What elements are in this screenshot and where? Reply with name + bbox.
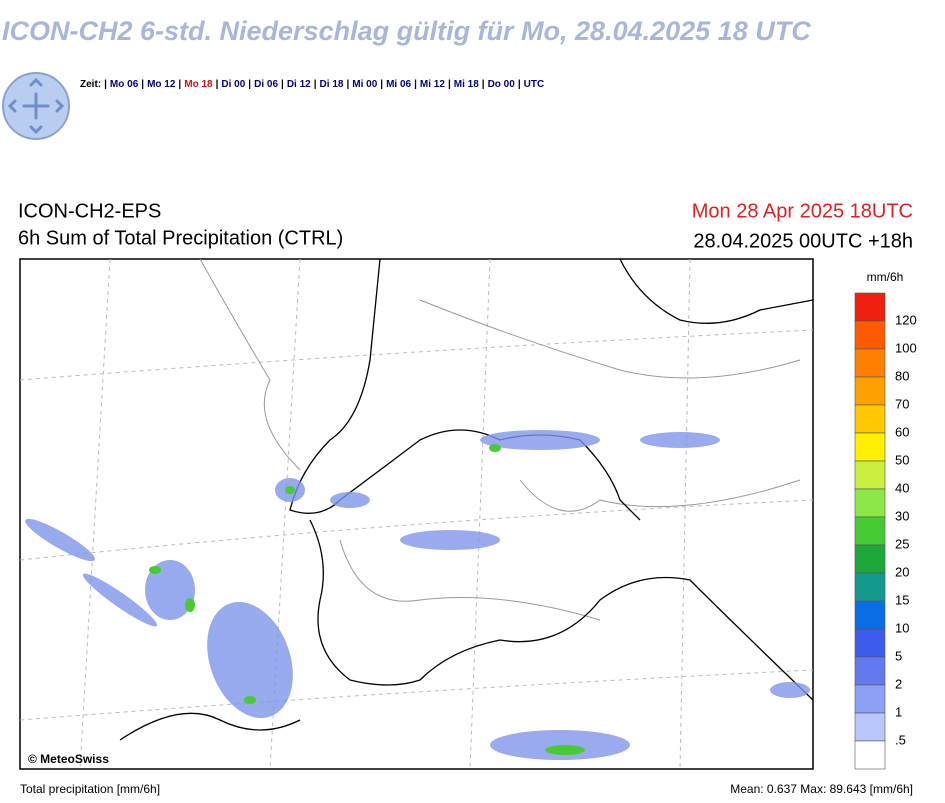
time-link[interactable]: Di 00 bbox=[221, 79, 246, 90]
colorbar-box bbox=[854, 376, 886, 406]
colorbar-box bbox=[854, 432, 886, 462]
time-nav: Zeit: | Mo 06 | Mo 12 | Mo 18 | Di 00 | Di 06 | Di 1… bbox=[80, 79, 544, 90]
colorbar-box bbox=[854, 292, 886, 322]
nav-separator: | bbox=[346, 79, 350, 90]
colorbar-box bbox=[854, 656, 886, 686]
colorbar-label: 30 bbox=[895, 508, 909, 523]
colorbar-box bbox=[854, 740, 886, 770]
nav-separator: | bbox=[141, 79, 145, 90]
colorbar-label: 120 bbox=[895, 312, 917, 327]
pan-control[interactable] bbox=[0, 70, 74, 144]
legend-unit: mm/6h bbox=[867, 270, 904, 284]
model-name: ICON-CH2-EPS bbox=[18, 200, 161, 222]
time-link[interactable]: Mi 18 bbox=[453, 79, 479, 90]
colorbar-label: 1 bbox=[895, 704, 902, 719]
time-link[interactable]: Do 00 bbox=[487, 79, 515, 90]
time-link[interactable]: Mi 06 bbox=[386, 79, 412, 90]
colorbar-label: 40 bbox=[895, 480, 909, 495]
colorbar-box bbox=[854, 600, 886, 630]
colorbar-label: 60 bbox=[895, 424, 909, 439]
colorbar-label: 2 bbox=[895, 676, 902, 691]
colorbar: 120 100 80 70 60 50 40 30 25 20 15 10 5 2 1 .5 bbox=[854, 292, 917, 770]
colorbar-box bbox=[854, 684, 886, 714]
nav-separator: | bbox=[178, 79, 182, 90]
copyright: © MeteoSwiss bbox=[28, 752, 109, 766]
colorbar-box bbox=[854, 404, 886, 434]
time-link[interactable]: Mi 00 bbox=[352, 79, 378, 90]
colorbar-box bbox=[854, 488, 886, 518]
valid-time: Mon 28 Apr 2025 18UTC bbox=[692, 200, 913, 222]
colorbar-box bbox=[854, 516, 886, 546]
nav-separator: | bbox=[313, 79, 317, 90]
nav-label: Zeit: bbox=[80, 79, 102, 90]
nav-separator: | bbox=[248, 79, 252, 90]
colorbar-label: 50 bbox=[895, 452, 909, 467]
colorbar-box bbox=[854, 544, 886, 574]
nav-separator: | bbox=[104, 79, 107, 90]
colorbar-label: 70 bbox=[895, 396, 909, 411]
colorbar-label: 20 bbox=[895, 564, 909, 579]
time-link[interactable]: UTC bbox=[523, 79, 545, 90]
colorbar-label: 80 bbox=[895, 368, 909, 383]
colorbar-box bbox=[854, 348, 886, 378]
time-link[interactable]: Mo 06 bbox=[109, 79, 139, 90]
footer-right: Mean: 0.637 Max: 89.643 [mm/6h] bbox=[730, 782, 913, 796]
colorbar-label: 5 bbox=[895, 648, 902, 663]
time-link[interactable]: Mi 12 bbox=[419, 79, 445, 90]
footer-left: Total precipitation [mm/6h] bbox=[20, 782, 160, 796]
colorbar-box bbox=[854, 572, 886, 602]
time-link[interactable]: Di 12 bbox=[286, 79, 311, 90]
colorbar-box bbox=[854, 628, 886, 658]
run-time: 28.04.2025 00UTC +18h bbox=[693, 230, 913, 252]
nav-separator: | bbox=[281, 79, 284, 90]
nav-separator: | bbox=[447, 79, 451, 90]
map: © MeteoSwiss bbox=[19, 258, 814, 770]
nav-separator: | bbox=[380, 79, 384, 90]
nav-separator: | bbox=[414, 79, 417, 90]
nav-separator: | bbox=[481, 79, 485, 90]
time-link[interactable]: Di 18 bbox=[319, 79, 344, 90]
time-link[interactable]: Di 06 bbox=[254, 79, 279, 90]
colorbar-box bbox=[854, 712, 886, 742]
time-link[interactable]: Mo 12 bbox=[147, 79, 176, 90]
time-link[interactable]: Mo 18 bbox=[184, 79, 213, 90]
colorbar-label: 100 bbox=[895, 340, 917, 355]
colorbar-label: 15 bbox=[895, 592, 909, 607]
colorbar-label: 25 bbox=[895, 536, 909, 551]
page-title: ICON-CH2 6-std. Niederschlag gültig für … bbox=[2, 16, 811, 46]
nav-separator: | bbox=[517, 79, 521, 90]
colorbar-box bbox=[854, 460, 886, 490]
colorbar-label: .5 bbox=[895, 732, 906, 747]
product-name: 6h Sum of Total Precipitation (CTRL) bbox=[18, 227, 343, 249]
colorbar-label: 10 bbox=[895, 620, 909, 635]
nav-separator: | bbox=[215, 79, 219, 90]
colorbar-box bbox=[854, 320, 886, 350]
